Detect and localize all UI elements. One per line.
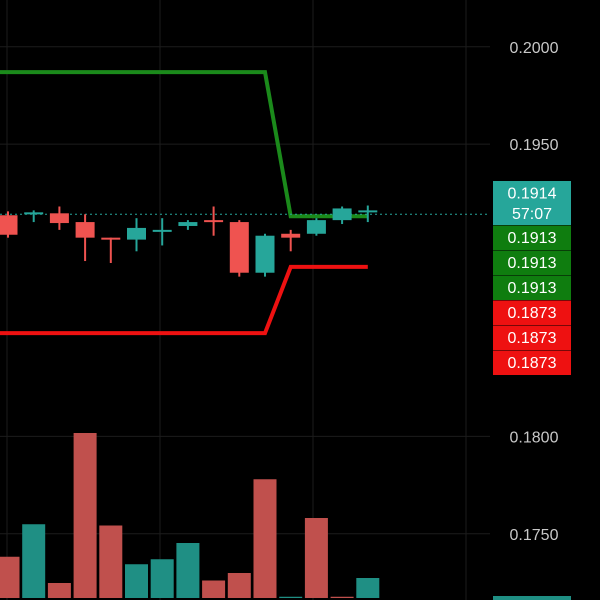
price-badge bbox=[493, 225, 571, 250]
candle-body[interactable] bbox=[306, 220, 326, 234]
candle-body[interactable] bbox=[49, 213, 69, 224]
upper-band-line bbox=[0, 70, 368, 219]
price-badge-value: 0.1914 bbox=[508, 186, 557, 203]
candle-body[interactable] bbox=[229, 222, 249, 273]
price-badge bbox=[493, 350, 571, 375]
volume-bar bbox=[304, 518, 328, 598]
volume-bar bbox=[176, 543, 200, 598]
candle-body[interactable] bbox=[332, 208, 352, 221]
price-badge-value: 0.1873 bbox=[508, 355, 557, 372]
volume-bar bbox=[227, 573, 251, 598]
price-badge-value: 0.1913 bbox=[508, 255, 557, 272]
volume-bar bbox=[150, 559, 174, 598]
volume-bar bbox=[253, 479, 277, 598]
price-badge-countdown: 57:07 bbox=[512, 206, 552, 223]
price-badge bbox=[493, 275, 571, 300]
price-badge bbox=[493, 250, 571, 275]
y-axis-tick-label: 0.1800 bbox=[510, 429, 559, 446]
volume-bar bbox=[330, 596, 354, 598]
candle-body[interactable] bbox=[127, 227, 146, 240]
candle-body[interactable] bbox=[101, 237, 121, 240]
volume-axis-marker bbox=[493, 596, 571, 600]
volume-bar bbox=[356, 578, 380, 598]
volume-bar bbox=[202, 580, 226, 598]
volume-bar bbox=[0, 556, 20, 598]
y-axis-tick-label: 0.2000 bbox=[510, 40, 559, 57]
candle-body[interactable] bbox=[178, 222, 198, 226]
price-badge-value: 0.1873 bbox=[508, 305, 557, 322]
y-axis-tick-label: 0.1750 bbox=[510, 527, 559, 544]
candle-body[interactable] bbox=[24, 212, 44, 215]
volume-bar bbox=[125, 564, 148, 598]
candle-body[interactable] bbox=[75, 222, 95, 238]
volume-bar bbox=[47, 583, 71, 598]
volume-bar bbox=[279, 596, 303, 598]
candle-body[interactable] bbox=[204, 220, 224, 223]
candle-body[interactable] bbox=[358, 210, 378, 213]
price-badge-value: 0.1913 bbox=[508, 280, 557, 297]
lower-band-line bbox=[0, 264, 368, 336]
candle-body[interactable] bbox=[255, 235, 275, 273]
candle-body[interactable] bbox=[152, 229, 172, 232]
price-badge bbox=[493, 300, 571, 325]
y-axis-tick-label: 0.1950 bbox=[510, 137, 559, 154]
price-badge bbox=[493, 181, 571, 225]
volume-bar bbox=[22, 524, 46, 598]
candle-body[interactable] bbox=[281, 233, 301, 238]
price-badge-value: 0.1873 bbox=[508, 330, 557, 347]
price-badge bbox=[493, 325, 571, 350]
candle-body[interactable] bbox=[0, 215, 18, 235]
volume-bar bbox=[99, 525, 123, 598]
price-badge-value: 0.1913 bbox=[508, 230, 557, 247]
volume-bar bbox=[73, 433, 97, 598]
